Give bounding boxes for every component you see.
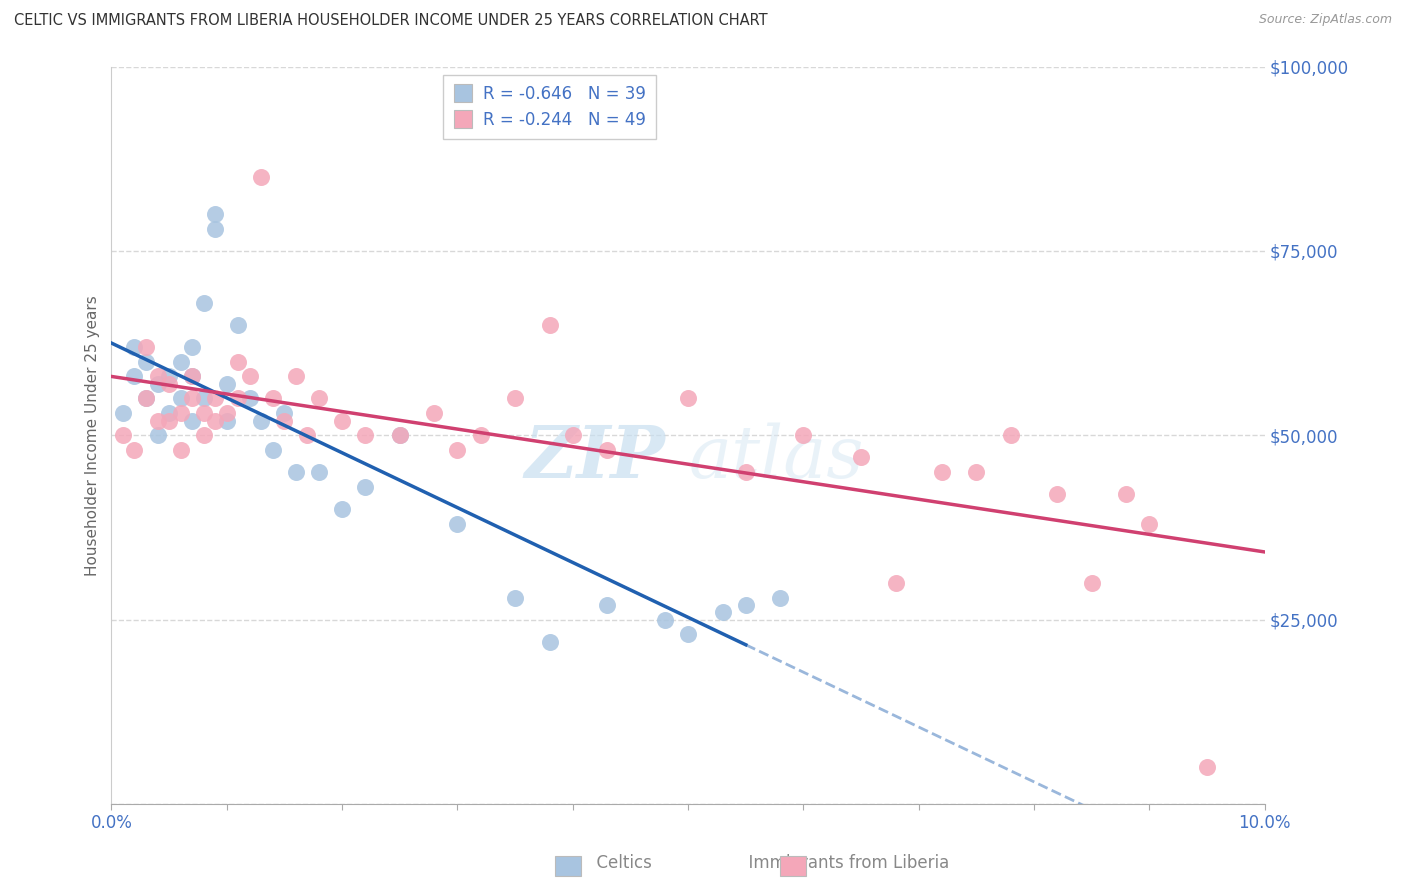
Point	[654, 613, 676, 627]
Point	[596, 598, 619, 612]
Point	[1081, 575, 1104, 590]
Point	[1000, 428, 1022, 442]
Point	[931, 465, 953, 479]
Point	[135, 354, 157, 368]
Point	[446, 443, 468, 458]
Point	[734, 465, 756, 479]
Point	[204, 207, 226, 221]
Point	[538, 318, 561, 332]
Point	[354, 480, 377, 494]
Point	[239, 392, 262, 406]
Text: Celtics: Celtics	[586, 855, 651, 872]
Point	[135, 340, 157, 354]
Point	[181, 340, 204, 354]
Point	[204, 392, 226, 406]
Point	[1115, 487, 1137, 501]
Point	[157, 413, 180, 427]
Text: ZIP: ZIP	[524, 422, 665, 493]
Point	[250, 413, 273, 427]
Point	[503, 392, 526, 406]
Point	[308, 465, 330, 479]
Point	[204, 413, 226, 427]
Point	[204, 222, 226, 236]
Point	[423, 406, 446, 420]
Point	[226, 392, 249, 406]
Point	[250, 170, 273, 185]
Point	[226, 318, 249, 332]
Point	[734, 598, 756, 612]
Point	[169, 443, 191, 458]
Point	[111, 428, 134, 442]
Point	[135, 392, 157, 406]
Point	[169, 392, 191, 406]
Point	[388, 428, 411, 442]
Point	[262, 392, 284, 406]
Point	[169, 354, 191, 368]
Point	[124, 369, 146, 384]
Point	[193, 406, 215, 420]
Point	[388, 428, 411, 442]
Text: Source: ZipAtlas.com: Source: ZipAtlas.com	[1258, 13, 1392, 27]
Point	[792, 428, 814, 442]
Point	[769, 591, 792, 605]
Point	[146, 369, 169, 384]
Point	[284, 369, 307, 384]
Point	[193, 428, 215, 442]
Point	[181, 392, 204, 406]
Point	[538, 634, 561, 648]
Point	[561, 428, 583, 442]
Point	[503, 591, 526, 605]
Point	[157, 369, 180, 384]
Y-axis label: Householder Income Under 25 years: Householder Income Under 25 years	[86, 295, 100, 575]
Point	[849, 450, 872, 465]
Point	[193, 392, 215, 406]
Text: CELTIC VS IMMIGRANTS FROM LIBERIA HOUSEHOLDER INCOME UNDER 25 YEARS CORRELATION : CELTIC VS IMMIGRANTS FROM LIBERIA HOUSEH…	[14, 13, 768, 29]
Point	[146, 413, 169, 427]
Point	[1197, 760, 1219, 774]
Point	[711, 605, 734, 619]
Point	[596, 443, 619, 458]
Point	[262, 443, 284, 458]
Point	[1139, 516, 1161, 531]
Legend: R = -0.646   N = 39, R = -0.244   N = 49: R = -0.646 N = 39, R = -0.244 N = 49	[443, 75, 657, 139]
Point	[330, 502, 353, 516]
Point	[124, 443, 146, 458]
Point	[284, 465, 307, 479]
Point	[146, 376, 169, 391]
Point	[181, 413, 204, 427]
Point	[193, 295, 215, 310]
Point	[157, 376, 180, 391]
Point	[308, 392, 330, 406]
Point	[676, 627, 699, 641]
Point	[330, 413, 353, 427]
Text: atlas: atlas	[688, 422, 863, 492]
Point	[966, 465, 988, 479]
Point	[354, 428, 377, 442]
Point	[446, 516, 468, 531]
Point	[157, 406, 180, 420]
Point	[239, 369, 262, 384]
Point	[273, 413, 295, 427]
Text: Immigrants from Liberia: Immigrants from Liberia	[738, 855, 949, 872]
Point	[470, 428, 492, 442]
Point	[124, 340, 146, 354]
Point	[146, 428, 169, 442]
Point	[884, 575, 907, 590]
Point	[676, 392, 699, 406]
Point	[215, 413, 238, 427]
Point	[1046, 487, 1069, 501]
Point	[215, 376, 238, 391]
Point	[273, 406, 295, 420]
Point	[226, 354, 249, 368]
Point	[111, 406, 134, 420]
Point	[181, 369, 204, 384]
Point	[297, 428, 319, 442]
Point	[135, 392, 157, 406]
Point	[181, 369, 204, 384]
Point	[169, 406, 191, 420]
Point	[215, 406, 238, 420]
